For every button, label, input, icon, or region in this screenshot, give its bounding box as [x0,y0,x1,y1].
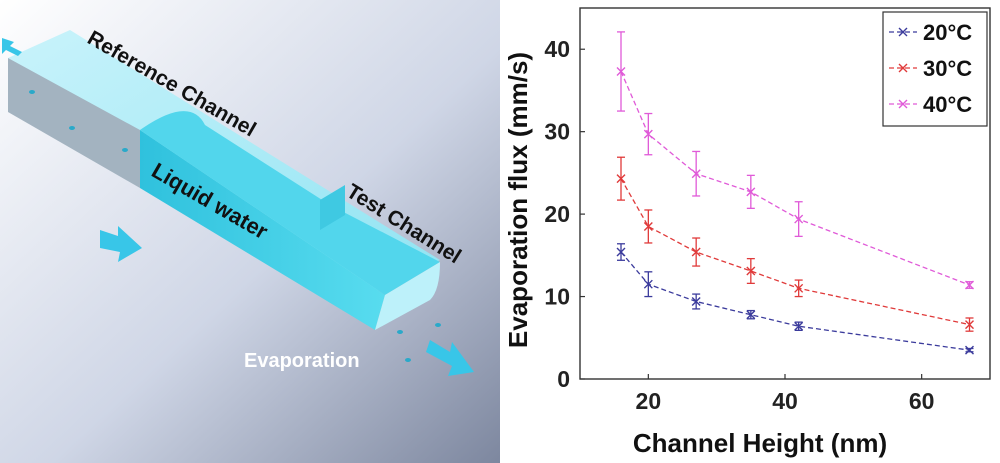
x-axis-label: Channel Height (nm) [633,428,887,458]
legend-marker [898,99,908,109]
data-point [746,310,756,320]
data-point [643,129,653,139]
liquid-water-top [140,111,440,296]
series-group [616,31,974,355]
droplet [69,126,75,130]
evaporation-flux-chart: 20 40 60 0 10 20 30 40 20°C 30°C 40°C Channel Hei… [503,7,991,458]
droplet [122,148,128,152]
legend-marker [898,27,908,37]
data-point [965,345,974,355]
series-line-30C [620,178,970,326]
y-tick-label: 40 [544,36,570,62]
x-tick-label: 60 [909,388,935,414]
droplet [29,90,35,94]
y-tick-label: 30 [544,119,570,145]
y-tick-label: 10 [544,284,570,310]
arrow-icon [100,226,142,262]
label-evaporation: Evaporation [244,350,360,372]
legend-label: 40°C [923,92,972,117]
evaporation-arrows [2,38,474,376]
data-point [616,174,626,184]
data-point [965,280,974,290]
arrow-icon [426,340,474,376]
data-point [643,221,653,231]
data-point [746,266,756,276]
x-tick-label: 40 [772,388,798,414]
y-tick-label: 0 [557,366,570,392]
data-point [794,283,804,293]
data-point [643,279,653,289]
legend-label: 20°C [923,20,972,45]
series-line-20C [620,251,970,351]
droplet [397,330,403,334]
legend-label: 30°C [923,56,972,81]
evaporation-meniscus [375,262,440,330]
droplets [29,90,441,362]
channel-illustration: Reference Channel Test Channel Liquid wa… [0,0,500,463]
droplet [435,323,441,327]
data-point [794,321,804,331]
test-channel-step [320,185,345,230]
y-tick-label: 20 [544,201,570,227]
droplet [405,358,411,362]
series-line-40C [620,71,970,286]
data-point [616,66,626,76]
data-point [616,247,626,257]
legend: 20°C 30°C 40°C [882,11,988,127]
data-point [794,214,804,224]
data-point [746,187,756,197]
data-point [691,247,701,257]
channel-end-face [8,58,140,188]
y-axis-label: Evaporation flux (mm/s) [503,52,533,348]
legend-marker [898,63,908,73]
liquid-water-side [140,130,385,330]
data-point [691,297,701,306]
data-point [965,320,974,330]
arrow-icon [2,38,22,56]
axes: 20 40 60 0 10 20 30 40 [544,7,991,414]
x-tick-label: 20 [636,388,662,414]
data-point [691,169,701,179]
